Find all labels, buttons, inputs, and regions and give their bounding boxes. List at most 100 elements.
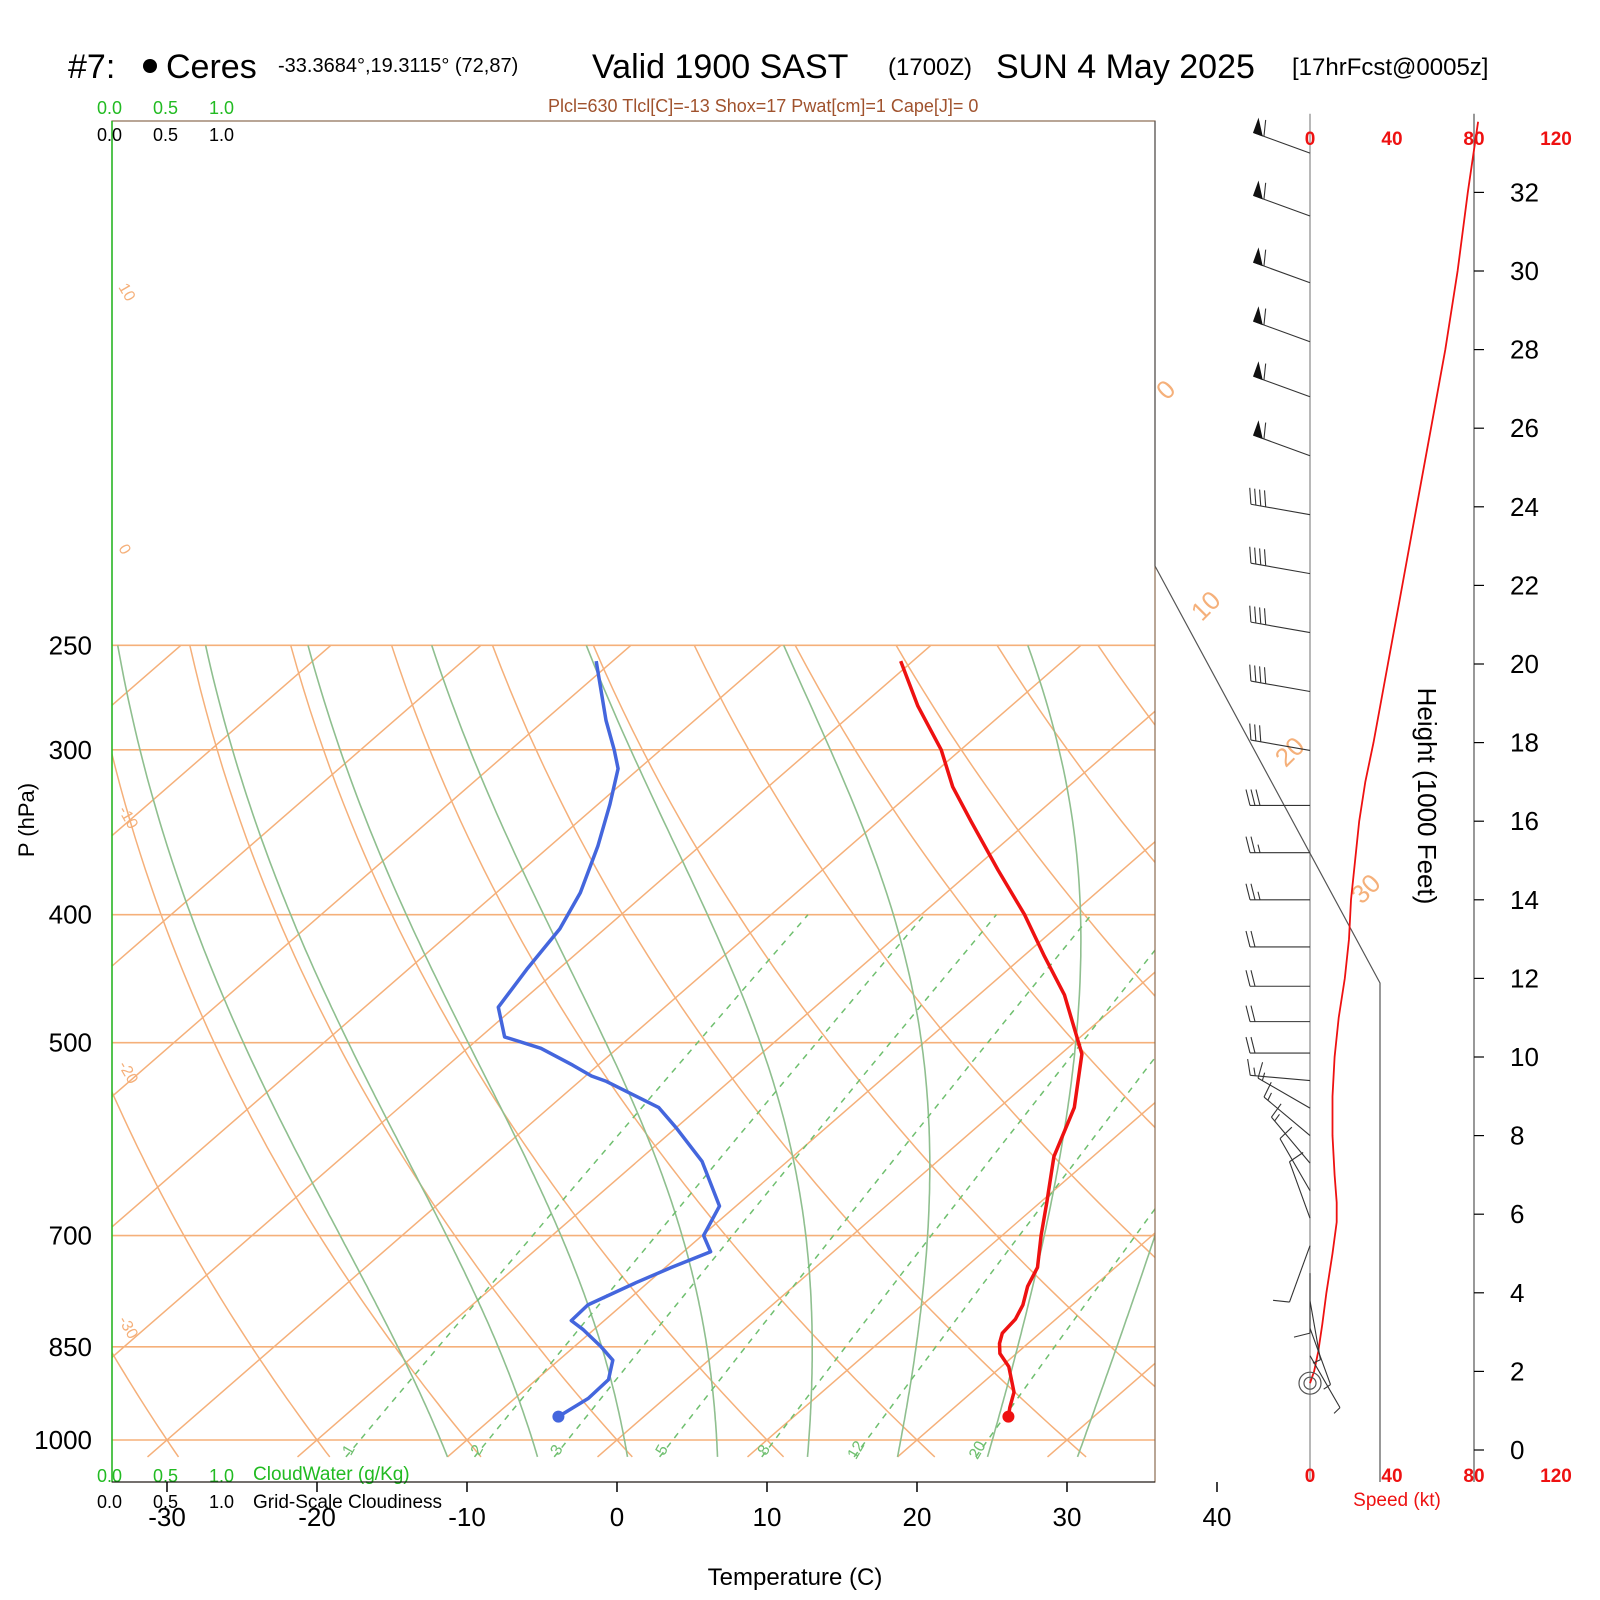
dry-adiabat-line [112,751,482,1458]
height-tick-label: 18 [1510,728,1539,758]
pressure-ticks: 250 300 400 500 700 850 1000 [34,630,92,1455]
wind-barb-feather [1259,607,1262,624]
cloudiness-tick-top: 1.0 [209,125,234,145]
dry-adiabat-line [794,644,1155,1129]
speed-tick-label: 120 [1540,1466,1572,1487]
wind-barb-shaft [1253,434,1311,457]
wind-barb-feather [1245,789,1251,806]
isotherm-line [897,1232,1155,1458]
wind-barb-feather [1263,667,1267,684]
speed-tick-label: 0 [1305,129,1316,150]
temperature-tick-label: -20 [298,1502,336,1532]
height-tick-label: 6 [1510,1199,1524,1229]
wind-barb-feather [1249,723,1252,741]
wind-barb-feather [1263,608,1267,625]
cloudwater-tick-top: 0.5 [153,98,178,118]
wind-barb-feather [1263,1081,1272,1098]
isotherm-line [747,1101,1155,1458]
isotherm-label: -30 [115,1314,141,1343]
wind-barb-feather [1273,1299,1290,1303]
cloudiness-label: Grid-Scale Cloudiness [253,1492,442,1513]
wind-barb-feather [1263,249,1267,267]
wind-barb-shaft [1309,1327,1332,1385]
cloudwater-tick-top: 0.0 [97,98,122,118]
wind-barb-shaft [1250,621,1311,634]
wind-barb-feather [1250,1005,1256,1022]
isotherm-line [447,840,1155,1458]
wind-barb-feather [1263,549,1267,566]
wind-barb-pennant [1252,247,1263,267]
wind-barb-feather [1270,1103,1282,1118]
valid-date: SUN 4 May 2025 [996,48,1255,86]
isotherm-label: 10 [115,281,139,305]
height-tick-label: 26 [1510,413,1539,443]
cloudiness-tick-top: 0.5 [153,125,178,145]
wind-barb-shaft [1253,132,1311,154]
wind-barb-half-feather [1257,844,1261,853]
station-dot-icon [143,59,157,73]
height-tick-label: 30 [1510,256,1539,286]
cloud-scale-bottom: 0.0 0.5 1.0 CloudWater (g/Kg) 0.0 0.5 1.… [97,1464,442,1513]
y-axis-label: P (hPa) [14,783,39,857]
moist-adiabat-line [116,645,449,1458]
height-tick-label: 22 [1510,570,1539,600]
calm-wind-icon [1298,1371,1322,1395]
height-tick-label: 12 [1510,963,1539,993]
isotherm-line [597,971,1155,1458]
wind-barb-feather [1245,930,1251,948]
wind-barb-feather [1293,1332,1311,1338]
wind-barb-feather [1263,363,1267,381]
isotherm-line [112,644,482,968]
temperature-curve [899,660,1084,1417]
wind-barb-feather [1255,789,1261,806]
wind-barb-pennant [1252,180,1263,200]
calm-wind-icon [1303,1376,1317,1390]
isotherm-label: 0 [115,542,134,558]
cloudwater-tick-bottom: 0.0 [97,1466,122,1486]
temperature-tick-label: 20 [903,1502,932,1532]
pressure-tick-label: 300 [49,735,92,765]
wind-barb-feather [1249,546,1252,564]
dry-adiabat-label: 20 [1269,731,1311,773]
isotherm-line [112,644,332,837]
wind-barb-feather [1245,1036,1251,1054]
mixing-ratio-line [345,914,809,1458]
valid-time: Valid 1900 SAST [592,48,848,86]
wind-barb-shaft [1263,1096,1311,1137]
height-tick-label: 0 [1510,1435,1524,1465]
moist-adiabat-line [585,645,813,1457]
wind-barb-feather [1249,664,1252,682]
pressure-tick-label: 400 [49,900,92,930]
mixing-ratio-line [553,914,997,1458]
wind-barb-feather [1279,1126,1293,1140]
wind-barb-feather [1263,490,1267,507]
temperature-surface-point [1002,1410,1015,1423]
temperature-tick-label: -30 [148,1502,186,1532]
dry-adiabat-line [693,644,1155,1259]
station-name: Ceres [166,48,257,86]
speed-axis-label: Speed (kt) [1353,1490,1441,1511]
wind-panel-boundary [1154,121,1381,1482]
wind-barb-feather [1249,605,1252,623]
isotherm-line [112,644,632,1098]
wind-barb-pennant [1252,420,1263,440]
speed-tick-label: 40 [1381,129,1402,150]
temperature-tick-label: 0 [610,1502,624,1532]
height-tick-label: 28 [1510,335,1539,365]
wind-barb-feather [1254,547,1257,565]
temperature-ticks: -30 -20 -10 0 10 20 30 40 [148,1482,1231,1532]
moist-adiabat-line [986,645,1082,1458]
dry-adiabat-label: 10 [1185,585,1227,627]
wind-barb-feather [1247,1058,1251,1076]
wind-barb-shaft [1257,1077,1311,1109]
dry-adiabat-line [112,1090,331,1458]
height-tick-label: 4 [1510,1278,1524,1308]
indices-line: Plcl=630 Tlcl[C]=-13 Shox=17 Pwat[cm]=1 … [548,96,978,116]
wind-barb-feather [1250,970,1256,987]
wind-barb-shaft [1250,503,1311,516]
temperature-tick-label: -10 [448,1502,486,1532]
temperature-tick-label: 40 [1203,1502,1232,1532]
dry-adiabat-line [189,645,633,1458]
